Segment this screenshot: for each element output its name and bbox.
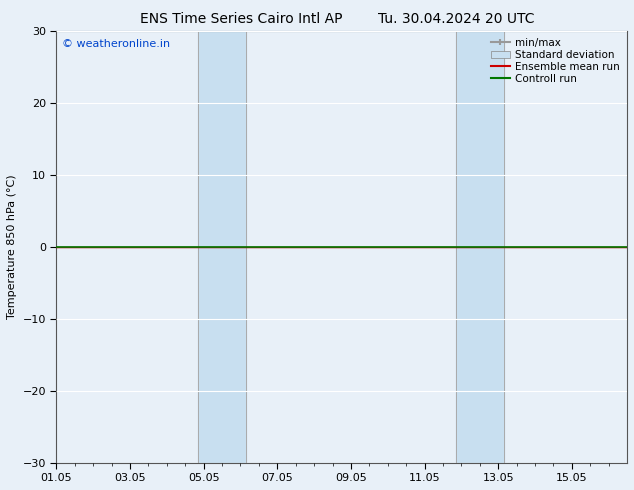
- Text: ENS Time Series Cairo Intl AP: ENS Time Series Cairo Intl AP: [139, 12, 342, 26]
- Y-axis label: Temperature 850 hPa (°C): Temperature 850 hPa (°C): [7, 174, 17, 319]
- Legend: min/max, Standard deviation, Ensemble mean run, Controll run: min/max, Standard deviation, Ensemble me…: [489, 36, 622, 86]
- Text: Tu. 30.04.2024 20 UTC: Tu. 30.04.2024 20 UTC: [378, 12, 534, 26]
- Text: © weatheronline.in: © weatheronline.in: [62, 39, 171, 49]
- Bar: [456, 30, 504, 463]
- Bar: [198, 30, 246, 463]
